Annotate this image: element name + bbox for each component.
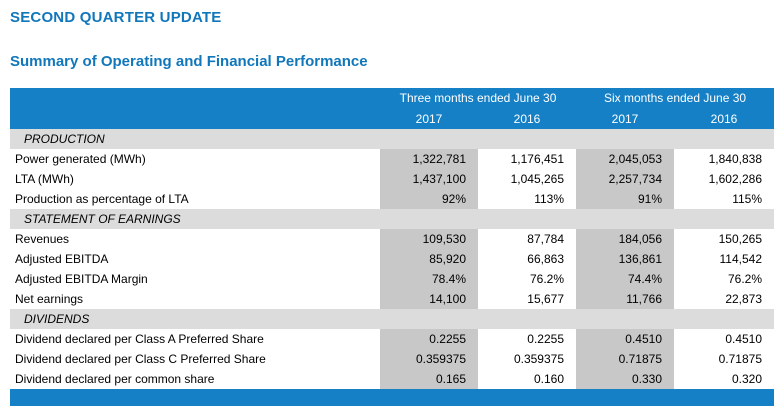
table-row: Net earnings 14,100 15,677 11,766 22,873 — [10, 289, 774, 309]
table-row: Adjusted EBITDA Margin 78.4% 76.2% 74.4% 76.… — [10, 269, 774, 289]
value-cell: 0.2255 — [527, 332, 564, 346]
section-row: STATEMENT OF EARNINGS — [10, 209, 775, 229]
value-cell: 0.330 — [576, 369, 674, 389]
header-six-months: Six months ended June 30 — [576, 88, 775, 108]
value-cell: 150,265 — [718, 232, 763, 246]
row-label: Dividend declared per Class C Preferred … — [15, 352, 266, 366]
value-cell: 87,784 — [527, 232, 564, 246]
header-blank — [10, 108, 380, 129]
table-row: Dividend declared per Class C Preferred … — [10, 349, 774, 369]
section-filler — [478, 209, 576, 229]
row-label: Dividend declared per common share — [15, 372, 215, 386]
table-row: Power generated (MWh) 1,322,781 1,176,451 2… — [10, 149, 774, 169]
value-cell: 1,322,781 — [380, 149, 478, 169]
page-title: SECOND QUARTER UPDATE — [10, 9, 222, 26]
value-cell: 0.4510 — [725, 332, 763, 346]
section-filler — [674, 209, 775, 229]
row-label: Power generated (MWh) — [15, 152, 146, 166]
value-cell: 114,542 — [719, 252, 763, 266]
value-cell: 0.359375 — [380, 349, 478, 369]
header-year: 2016 — [478, 108, 576, 129]
table-title: Summary of Operating and Financial Perfo… — [10, 53, 368, 70]
table-row: Dividend declared per common share 0.165 0… — [10, 369, 774, 389]
section-filler — [478, 129, 576, 149]
header-three-months: Three months ended June 30 — [380, 88, 576, 108]
value-cell: 0.320 — [731, 372, 763, 386]
section-filler — [576, 209, 674, 229]
value-cell: 15,677 — [527, 292, 564, 306]
table-row: Dividend declared per Class A Preferred … — [10, 329, 774, 349]
header-row-periods: Three months ended June 30 Six months en… — [10, 88, 775, 108]
section-filler — [576, 309, 674, 329]
section-row: PRODUCTION — [10, 129, 775, 149]
row-label: Net earnings — [15, 292, 84, 306]
footer-bar-cell — [10, 389, 775, 406]
row-label: Adjusted EBITDA — [15, 252, 109, 266]
header-year: 2017 — [380, 108, 478, 129]
value-cell: 1,176,451 — [510, 152, 564, 166]
section-filler — [478, 309, 576, 329]
row-label: Revenues — [15, 232, 70, 246]
value-cell: 14,100 — [380, 289, 478, 309]
header-year: 2016 — [674, 108, 775, 129]
value-cell: 22,873 — [725, 292, 763, 306]
table-row: Adjusted EBITDA 85,920 66,863 136,861 114,54… — [10, 249, 774, 269]
table-row: Production as percentage of LTA 92% 113% 91… — [10, 189, 774, 209]
header-blank — [10, 88, 380, 108]
value-cell: 85,920 — [380, 249, 478, 269]
header-row-years: 2017 2016 2017 2016 — [10, 108, 775, 129]
value-cell: 2,257,734 — [576, 169, 674, 189]
value-cell: 0.71875 — [576, 349, 674, 369]
value-cell: 0.4510 — [576, 329, 674, 349]
section-filler — [674, 309, 775, 329]
section-filler — [380, 129, 478, 149]
value-cell: 74.4% — [576, 269, 674, 289]
value-cell: 76.2% — [727, 272, 763, 286]
value-cell: 2,045,053 — [576, 149, 674, 169]
row-label: Production as percentage of LTA — [15, 192, 189, 206]
value-cell: 109,530 — [380, 229, 478, 249]
value-cell: 184,056 — [576, 229, 674, 249]
value-cell: 136,861 — [576, 249, 674, 269]
value-cell: 0.160 — [533, 372, 564, 386]
row-label: Dividend declared per Class A Preferred … — [15, 332, 264, 346]
section-filler — [380, 309, 478, 329]
row-label: Adjusted EBITDA Margin — [15, 272, 148, 286]
value-cell: 1,437,100 — [380, 169, 478, 189]
header-year: 2017 — [576, 108, 674, 129]
section-filler — [380, 209, 478, 229]
value-cell: 91% — [576, 189, 674, 209]
value-cell: 0.2255 — [380, 329, 478, 349]
table-row: LTA (MWh) 1,437,100 1,045,265 2,257,734 1,60… — [10, 169, 774, 189]
value-cell: 78.4% — [380, 269, 478, 289]
footer-bar — [10, 389, 775, 406]
performance-table: Three months ended June 30 Six months en… — [10, 88, 775, 406]
value-cell: 66,863 — [527, 252, 564, 266]
section-filler — [576, 129, 674, 149]
value-cell: 113% — [534, 192, 564, 206]
table-row: Revenues 109,530 87,784 184,056 150,265 — [10, 229, 774, 249]
row-label: LTA (MWh) — [15, 172, 74, 186]
value-cell: 1,840,838 — [708, 152, 763, 166]
section-label: DIVIDENDS — [10, 309, 380, 329]
value-cell: 115% — [732, 192, 763, 206]
value-cell: 1,602,286 — [708, 172, 763, 186]
section-label: PRODUCTION — [10, 129, 380, 149]
section-filler — [674, 129, 775, 149]
section-label: STATEMENT OF EARNINGS — [10, 209, 380, 229]
value-cell: 92% — [380, 189, 478, 209]
value-cell: 0.71875 — [718, 352, 763, 366]
section-row: DIVIDENDS — [10, 309, 775, 329]
value-cell: 0.359375 — [513, 352, 564, 366]
value-cell: 1,045,265 — [510, 172, 564, 186]
value-cell: 0.165 — [380, 369, 478, 389]
value-cell: 11,766 — [576, 289, 674, 309]
value-cell: 76.2% — [529, 272, 564, 286]
